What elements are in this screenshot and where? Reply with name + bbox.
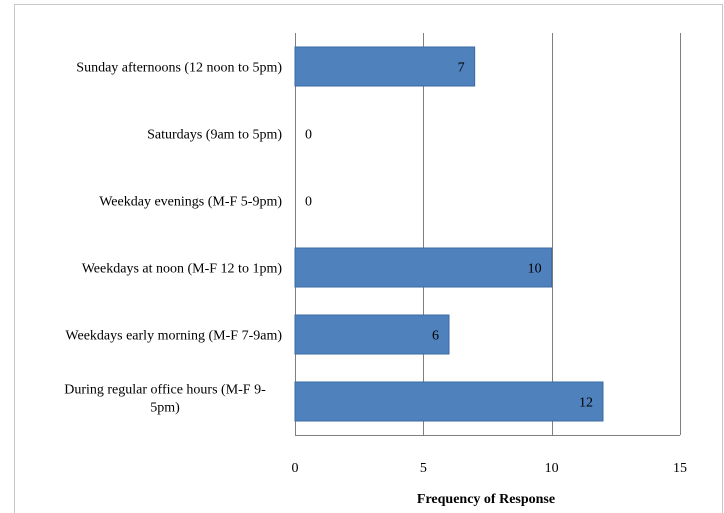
- data-label: 0: [305, 195, 312, 210]
- bar: [294, 46, 476, 87]
- category-label: Weekday evenings (M-F 5-9pm): [99, 195, 282, 210]
- category-label: Weekdays at noon (M-F 12 to 1pm): [82, 262, 283, 277]
- x-tick-labels: 0 5 10 15: [292, 461, 688, 476]
- category-label-line: Weekday evenings (M-F 5-9pm): [99, 195, 282, 210]
- category-label: Sunday afternoons (12 noon to 5pm): [76, 61, 282, 76]
- category-label: Weekdays early morning (M-F 7-9am): [65, 329, 282, 344]
- data-label: 7: [458, 61, 465, 76]
- data-label: 6: [432, 329, 439, 344]
- category-label: During regular office hours (M-F 9- 5pm): [64, 383, 266, 416]
- category-label-line: Weekdays at noon (M-F 12 to 1pm): [82, 262, 283, 277]
- grid-lines: [295, 33, 681, 436]
- x-tick-label: 10: [545, 461, 559, 476]
- data-label: 10: [528, 262, 542, 277]
- x-tick-label: 0: [292, 461, 299, 476]
- bars: 7 0 0 10 6 12: [294, 46, 604, 422]
- category-label-line: Saturdays (9am to 5pm): [147, 128, 282, 143]
- data-label: 0: [305, 128, 312, 143]
- bar: [294, 247, 553, 288]
- category-label-line: During regular office hours (M-F 9-: [64, 383, 266, 398]
- x-tick-label: 5: [420, 461, 427, 476]
- bar: [294, 381, 604, 422]
- category-labels: Sunday afternoons (12 noon to 5pm) Saturd…: [64, 61, 282, 416]
- bar: [294, 314, 450, 355]
- category-label-line: Weekdays early morning (M-F 7-9am): [65, 329, 282, 344]
- category-label-line: 5pm): [150, 401, 180, 416]
- x-tick-label: 15: [673, 461, 687, 476]
- data-label: 12: [579, 396, 593, 411]
- category-label-line: Sunday afternoons (12 noon to 5pm): [76, 61, 282, 76]
- x-axis-title: Frequency of Response: [417, 492, 555, 507]
- category-label: Saturdays (9am to 5pm): [147, 128, 282, 143]
